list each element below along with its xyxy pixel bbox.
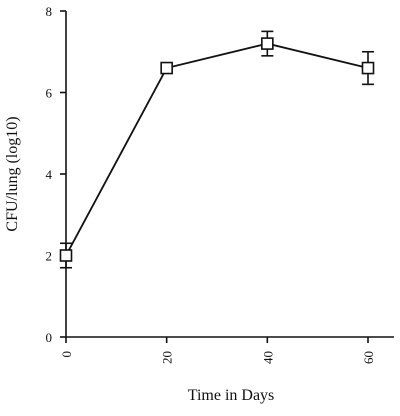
series-line (65, 42, 369, 256)
data-point (59, 249, 73, 262)
x-tick-label: 40 (260, 351, 275, 364)
data-point (160, 61, 173, 75)
y-axis-title: CFU/lung (log10) (4, 116, 21, 231)
x-ticks: 0 20 40 60 (59, 337, 376, 364)
x-tick-label: 20 (160, 351, 175, 364)
y-tick-label: 2 (46, 249, 53, 264)
x-tick-label: 60 (361, 351, 376, 364)
series (59, 30, 375, 269)
x-tick-label: 0 (59, 351, 74, 358)
data-point (361, 61, 375, 75)
x-axis-title: Time in Days (188, 387, 275, 404)
y-tick-label: 6 (46, 86, 53, 101)
y-tick-label: 0 (46, 330, 53, 345)
y-tick-label: 8 (46, 4, 53, 19)
y-ticks: 0 2 4 6 8 (46, 4, 66, 345)
axes (65, 11, 394, 338)
y-tick-label: 4 (46, 167, 53, 182)
data-point (261, 37, 274, 50)
